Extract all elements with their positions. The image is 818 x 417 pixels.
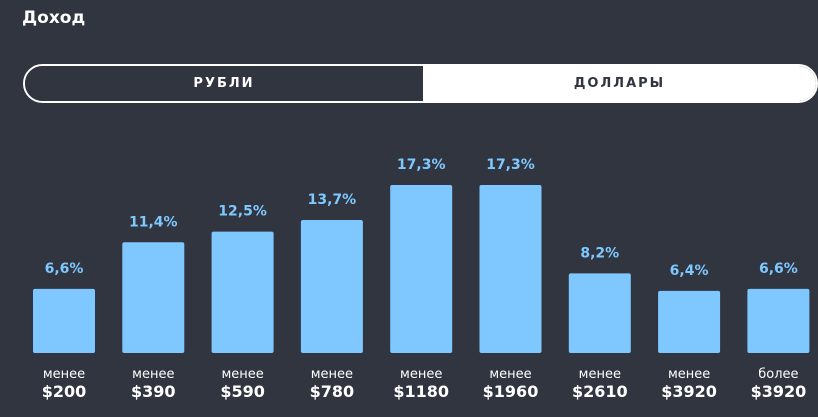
- rubles-tab[interactable]: РУБЛИ: [25, 66, 423, 101]
- category-qualifier-1: менее: [132, 367, 174, 382]
- category-qualifier-3: менее: [311, 367, 353, 382]
- bar-8: [747, 288, 810, 353]
- category-amount-8: $3920: [751, 382, 807, 401]
- category-qualifier-5: менее: [489, 367, 531, 382]
- category-amount-3: $780: [310, 382, 355, 401]
- category-qualifier-4: менее: [400, 367, 442, 382]
- category-amount-1: $390: [131, 382, 176, 401]
- category-qualifier-0: менее: [43, 367, 85, 382]
- category-amount-6: $2610: [572, 382, 628, 401]
- bar-value-label-4: 17,3%: [397, 157, 446, 173]
- category-amount-7: $3920: [661, 382, 717, 401]
- category-qualifier-6: менее: [579, 367, 621, 382]
- bar-value-label-8: 6,6%: [759, 261, 798, 277]
- category-amount-4: $1180: [393, 382, 449, 401]
- bar-value-label-2: 12,5%: [218, 204, 267, 220]
- category-amount-5: $1960: [483, 382, 539, 401]
- bar-2: [211, 231, 274, 353]
- bar-0: [33, 288, 95, 353]
- bar-value-label-1: 11,4%: [129, 214, 178, 230]
- category-amount-0: $200: [42, 382, 87, 401]
- bar-value-label-3: 13,7%: [308, 192, 357, 208]
- bar-value-label-7: 6,4%: [670, 263, 709, 279]
- category-amount-2: $590: [220, 382, 265, 401]
- category-qualifier-8: более: [758, 367, 798, 382]
- bar-1: [122, 242, 185, 353]
- dollars-tab[interactable]: ДОЛЛАРЫ: [423, 66, 816, 101]
- bar-3: [300, 219, 363, 353]
- category-qualifier-7: менее: [668, 367, 710, 382]
- currency-toggle[interactable]: РУБЛИ ДОЛЛАРЫ: [23, 64, 818, 103]
- category-qualifier-2: менее: [221, 367, 263, 382]
- bar-value-label-6: 8,2%: [580, 245, 619, 261]
- page-title: Доход: [22, 8, 86, 28]
- bar-value-label-0: 6,6%: [45, 261, 84, 277]
- bar-5: [479, 185, 542, 353]
- bar-value-label-5: 17,3%: [486, 157, 535, 173]
- bar-4: [390, 185, 453, 353]
- bar-7: [658, 290, 721, 353]
- bar-6: [568, 273, 631, 353]
